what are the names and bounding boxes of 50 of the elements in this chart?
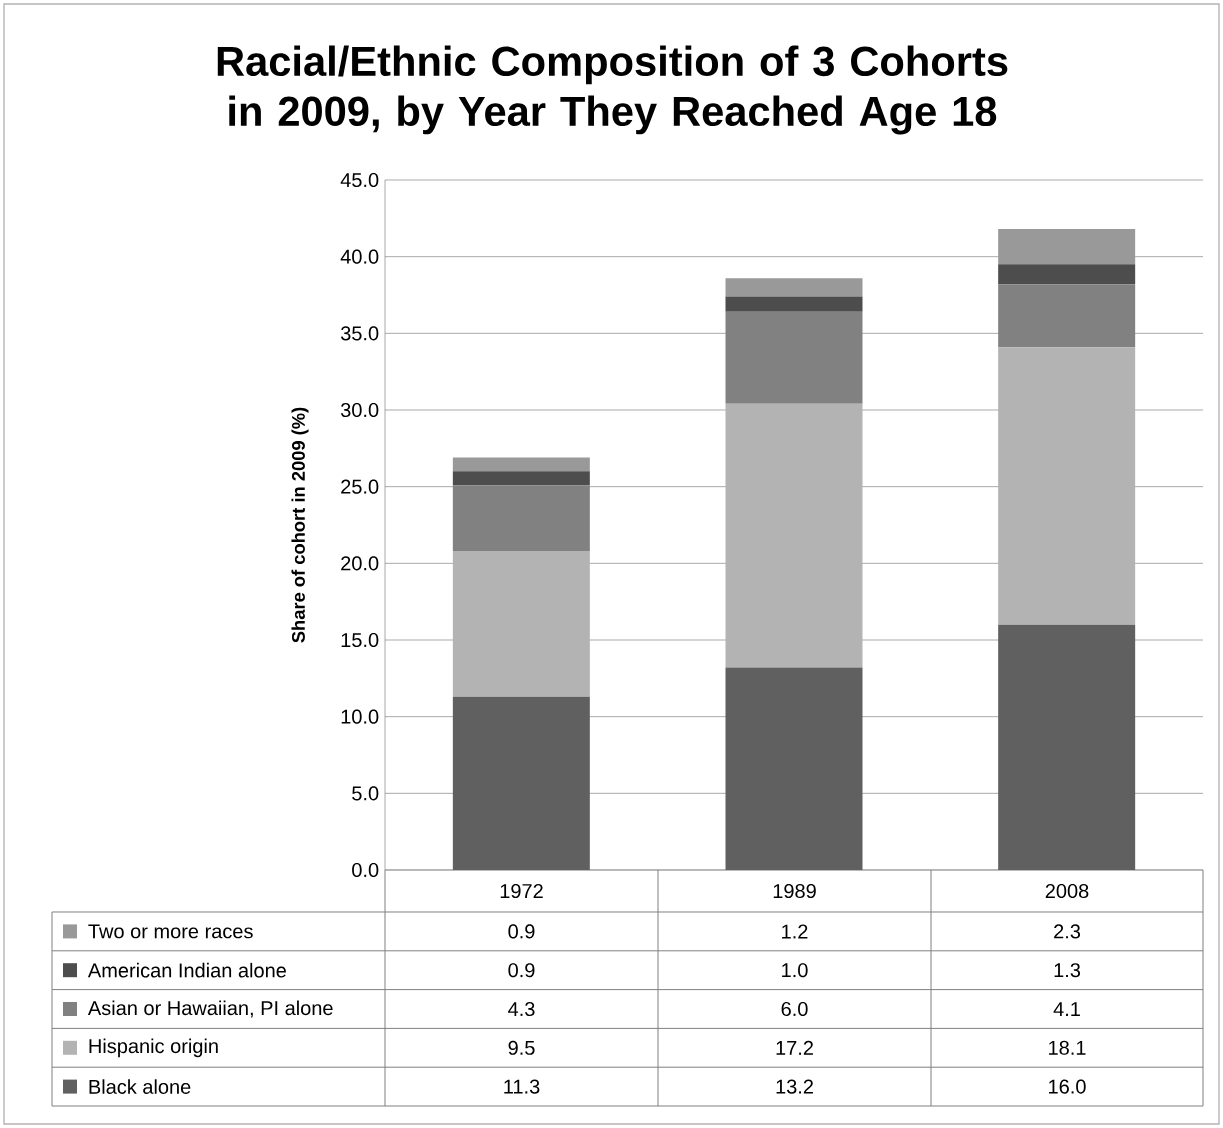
bar (998, 347, 1136, 625)
data-label: 2.3 (1054, 924, 1081, 939)
data-label: 9.5 (508, 1040, 535, 1055)
y-tick-label: 25.0 (341, 479, 379, 494)
x-tick-label: 1972 (500, 883, 543, 899)
data-label: 4.3 (508, 1001, 535, 1017)
chart-title: Racial/Ethnic Composition of 3 Cohorts in 2009, by Year They Reached Age 18 (217, 45, 1008, 135)
legend-label: Asian or Hawaiian, PI alone (87, 1000, 333, 1018)
data-label: 13.2 (776, 1079, 813, 1094)
y-tick-label: 30.0 (340, 402, 379, 418)
bar (725, 667, 863, 870)
data-label: 1.2 (782, 924, 808, 939)
y-tick-label: 20.0 (341, 556, 379, 571)
data-label: 1.0 (782, 963, 808, 978)
bar (998, 624, 1136, 870)
bar (998, 264, 1136, 285)
data-label: 16.0 (1049, 1079, 1086, 1094)
data-label: 0.9 (508, 924, 535, 939)
data-label: 0.9 (508, 963, 535, 978)
bar (452, 551, 590, 697)
bar (452, 457, 590, 472)
bar (725, 311, 863, 404)
data-label: 4.1 (1053, 1002, 1080, 1016)
y-tick-label: 45.0 (340, 172, 379, 188)
data-label: 18.1 (1049, 1040, 1086, 1055)
x-tick-label: 2008 (1045, 883, 1089, 899)
legend-label: Hispanic origin (89, 1038, 218, 1058)
legend-label: American Indian alone (87, 962, 286, 978)
y-tick-label: 35.0 (340, 326, 379, 341)
y-tick-label: 15.0 (341, 632, 379, 648)
data-label: 17.2 (776, 1040, 813, 1055)
data-label: 11.3 (504, 1079, 540, 1094)
data-label: 6.0 (781, 1001, 808, 1017)
y-tick-label: 5.0 (352, 786, 379, 801)
legend-label: Black alone (89, 1079, 191, 1094)
data-label: 1.3 (1054, 963, 1081, 978)
x-tick-label: 1989 (773, 883, 816, 899)
bar (452, 471, 590, 486)
bar (452, 696, 590, 870)
y-axis-title: Share of cohort in 2009 (%) (291, 407, 309, 643)
bar (998, 229, 1136, 265)
y-tick-label: 40.0 (340, 249, 379, 264)
bar (452, 485, 590, 552)
bar (725, 278, 863, 297)
bar (725, 403, 863, 668)
bar (725, 296, 863, 312)
y-tick-label: 10.0 (341, 709, 379, 724)
y-tick-label: 0.0 (352, 862, 379, 878)
legend-label: Two or more races (88, 924, 253, 939)
bar (998, 284, 1136, 348)
